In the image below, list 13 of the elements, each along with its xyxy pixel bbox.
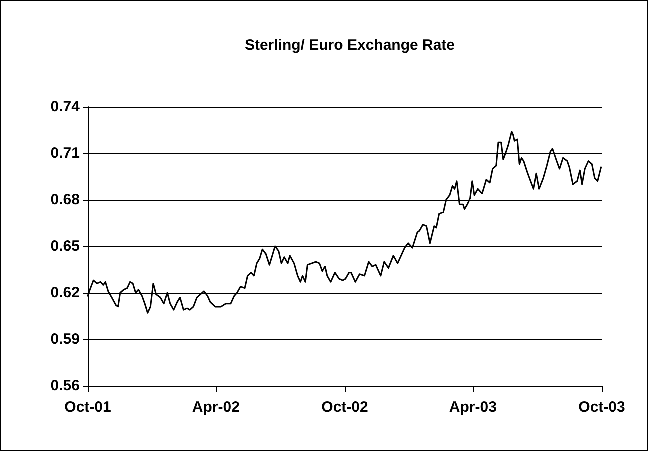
x-tick-label: Apr-03 [449,399,497,416]
y-tick-label: 0.56 [50,378,80,394]
x-tick-label: Oct-01 [64,399,112,416]
x-tick-label: Oct-02 [322,399,368,416]
x-tick-label: Oct-03 [578,399,626,416]
y-tick-label: 0.59 [50,331,80,348]
y-tick-label: 0.71 [50,145,80,162]
y-tick-label: 0.74 [50,98,81,116]
x-tick-label: Apr-02 [192,399,240,416]
chart-title: Sterling/ Euro Exchange Rate [244,37,456,54]
y-tick-label: 0.68 [50,192,80,208]
y-tick-label: 0.65 [50,238,80,255]
y-tick-label: 0.62 [50,284,80,302]
